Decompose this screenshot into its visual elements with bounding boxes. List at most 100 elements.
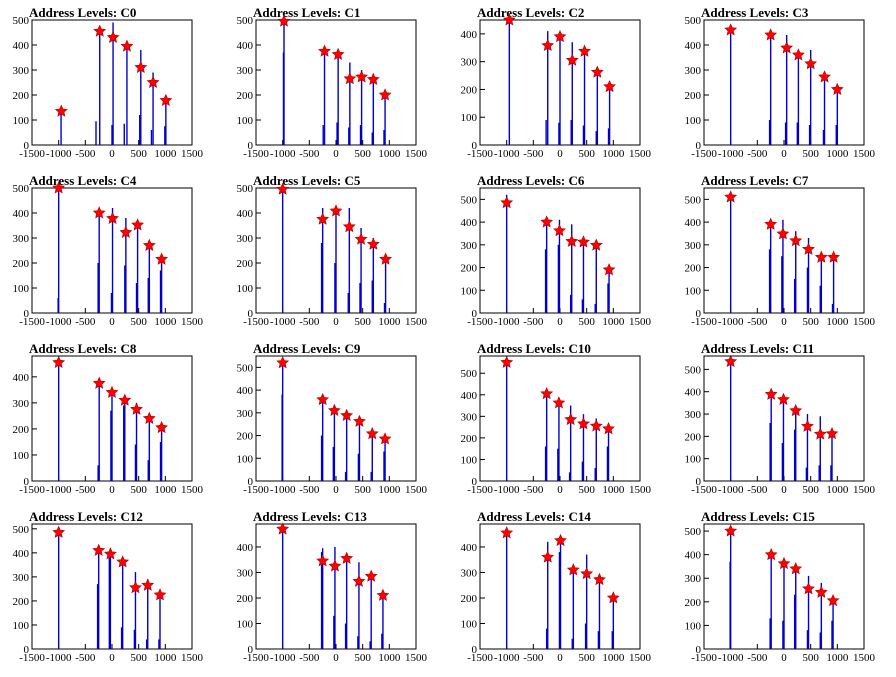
x-tick-label: 1000 [602, 652, 625, 664]
x-tick-label: 0 [557, 316, 563, 328]
peak-marker [814, 585, 828, 598]
y-tick-label: 300 [237, 233, 254, 245]
x-tick-label: 1000 [826, 484, 849, 496]
y-tick-label: 200 [13, 424, 30, 436]
x-tick-label: 1000 [826, 652, 849, 664]
peak-marker [52, 181, 66, 194]
x-tick-label: 0 [109, 316, 115, 328]
x-tick-label: -1000 [494, 316, 520, 328]
chart-panel-c13: Address Levels: C13 0 100 200 300 400 -1500 -10… [237, 509, 428, 664]
y-tick-label: 0 [248, 476, 254, 488]
chart-panel-c14: Address Levels: C14 0 100 200 300 400 -1500 -10… [461, 509, 652, 664]
y-tick-label: 500 [237, 362, 254, 374]
x-tick-label: 1500 [853, 148, 876, 160]
peak-marker [804, 57, 818, 70]
x-tick-label: -1000 [46, 484, 72, 496]
y-tick-label: 500 [685, 364, 702, 376]
peak-marker [825, 426, 839, 440]
x-tick-label: 1000 [378, 148, 401, 160]
peak-marker [129, 580, 142, 594]
y-tick-label: 0 [24, 140, 30, 152]
peak-marker [277, 14, 291, 27]
y-tick-label: 300 [685, 573, 702, 585]
peak-marker [327, 403, 341, 417]
y-tick-label: 300 [237, 65, 254, 77]
x-tick-label: 1500 [405, 316, 428, 328]
y-tick-label: 0 [248, 140, 254, 152]
chart-title: Address Levels: C13 [253, 509, 367, 524]
peak-marker [590, 65, 604, 78]
peak-marker [379, 252, 393, 265]
chart-panel-c1: Address Levels: C10100200300400500-1500-… [237, 5, 428, 160]
x-tick-label: -1000 [270, 316, 296, 328]
y-tick-label: 500 [13, 15, 30, 27]
x-tick-label: 1500 [181, 148, 204, 160]
chart-title: Address Levels: C2 [477, 5, 584, 20]
peak-marker [318, 44, 331, 57]
x-tick-label: 1500 [853, 316, 876, 328]
x-tick-label: 0 [557, 148, 563, 160]
peak-marker [134, 60, 148, 74]
peak-marker [142, 238, 156, 252]
x-tick-label: 500 [354, 484, 371, 496]
x-tick-label: -1500 [243, 652, 269, 664]
x-tick-label: 1500 [629, 316, 652, 328]
x-tick-label: -1500 [691, 652, 717, 664]
x-tick-label: 1000 [378, 316, 401, 328]
peak-marker [589, 419, 603, 432]
peak-marker [764, 217, 778, 230]
chart-title: Address Levels: C11 [701, 341, 814, 356]
x-tick-label: 500 [802, 148, 819, 160]
y-tick-label: 300 [237, 408, 254, 420]
y-tick-label: 100 [685, 285, 702, 297]
chart-panel-c8: Address Levels: C8 0 100 200 300 400 -1500 -100… [13, 341, 204, 496]
chart-title: Address Levels: C0 [29, 5, 136, 20]
peak-marker [830, 82, 844, 96]
peak-marker [105, 385, 119, 398]
peak-marker [500, 196, 514, 209]
x-tick-label: 500 [354, 652, 371, 664]
y-tick-label: 0 [472, 644, 478, 656]
x-tick-label: -1000 [270, 148, 296, 160]
x-tick-label: -1000 [494, 148, 520, 160]
y-tick-label: 400 [685, 217, 702, 229]
peak-marker [801, 419, 814, 432]
x-tick-label: -1500 [243, 316, 269, 328]
chart-title: Address Levels: C7 [701, 173, 809, 188]
peak-marker [120, 39, 134, 52]
y-tick-label: 500 [685, 194, 702, 206]
y-tick-label: 200 [685, 263, 702, 275]
chart-panel-c7: Address Levels: C70100200300400500-1500-… [685, 173, 876, 328]
peak-marker [142, 411, 156, 425]
y-tick-label: 300 [13, 233, 30, 245]
y-tick-label: 200 [13, 596, 30, 608]
chart-panel-c5: Address Levels: C50100200300400500-1500-… [237, 173, 428, 328]
peak-marker [93, 24, 107, 37]
x-tick-label: 500 [802, 652, 819, 664]
peak-marker [818, 70, 831, 83]
y-tick-label: 100 [13, 620, 30, 632]
x-tick-label: -1000 [270, 484, 296, 496]
chart-title: Address Levels: C14 [477, 509, 591, 524]
y-tick-label: 500 [461, 368, 478, 380]
peak-marker [343, 72, 357, 85]
y-tick-label: 300 [237, 567, 254, 579]
y-tick-label: 500 [13, 183, 30, 195]
peak-marker [553, 29, 567, 43]
peak-marker [366, 72, 380, 86]
peak-marker [580, 566, 594, 580]
y-tick-label: 100 [461, 285, 478, 297]
x-tick-label: -1500 [467, 652, 493, 664]
peak-marker [159, 93, 173, 107]
peak-marker [553, 223, 566, 237]
y-tick-label: 0 [24, 308, 30, 320]
y-tick-label: 200 [685, 597, 702, 609]
peak-marker [316, 554, 330, 567]
chart-panel-c12: Address Levels: C12 0 100 200 300 400 500 -1500… [13, 509, 204, 664]
x-tick-label: -1000 [718, 316, 744, 328]
x-tick-label: -1500 [19, 148, 45, 160]
x-tick-label: -1000 [494, 652, 520, 664]
x-tick-label: 0 [333, 316, 339, 328]
x-tick-label: 1500 [181, 652, 204, 664]
y-tick-label: 200 [13, 90, 30, 102]
